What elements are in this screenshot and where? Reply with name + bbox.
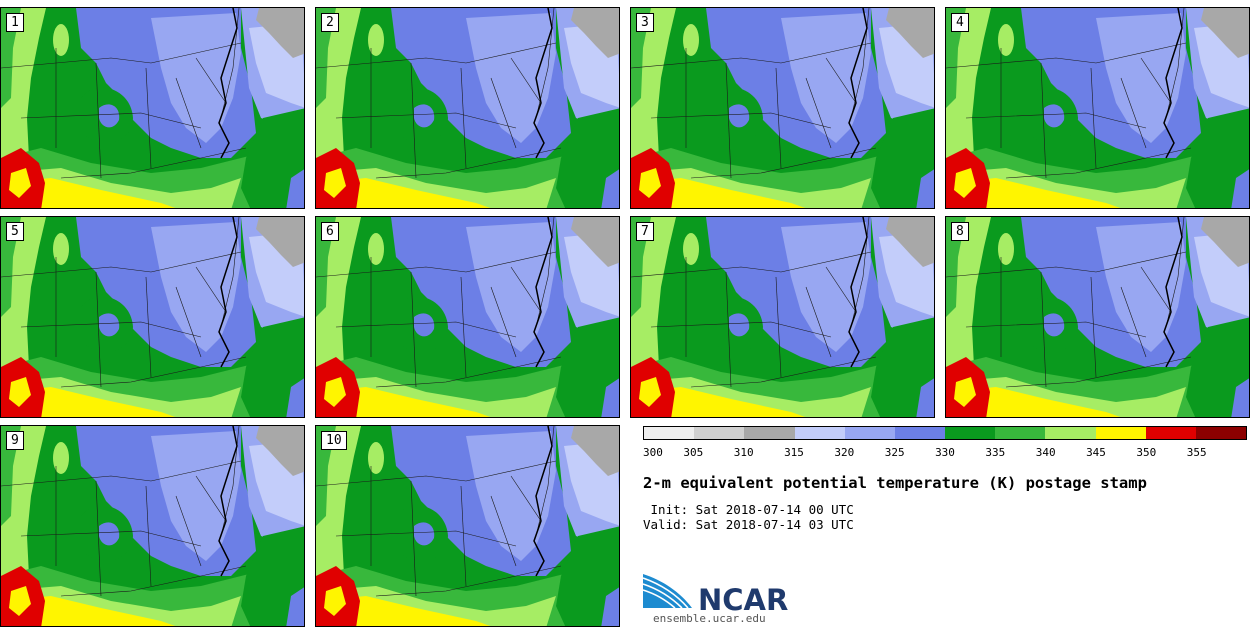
map-panel-7: 7 (630, 216, 935, 418)
map-panel-10: 10 (315, 425, 620, 627)
map-panel-8: 8 (945, 216, 1250, 418)
panel-label: 6 (321, 222, 339, 241)
map-panel-6: 6 (315, 216, 620, 418)
map-field (316, 8, 619, 208)
map-field (316, 217, 619, 417)
colorbar-segment (1145, 427, 1196, 439)
colorbar-segment (744, 427, 795, 439)
colorbar-tick-label: 330 (935, 446, 955, 459)
panel-label: 9 (6, 431, 24, 450)
panel-label: 1 (6, 13, 24, 32)
panel-label: 5 (6, 222, 24, 241)
colorbar-segment (1045, 427, 1096, 439)
map-field (1, 426, 304, 626)
panel-label: 8 (951, 222, 969, 241)
colorbar-tick-label: 340 (1035, 446, 1056, 459)
valid-time: Valid: Sat 2018-07-14 03 UTC (643, 517, 854, 532)
colorbar-segment (945, 427, 996, 439)
map-field (946, 217, 1249, 417)
colorbar-segment (1095, 427, 1146, 439)
map-field (631, 8, 934, 208)
panel-label: 10 (321, 431, 347, 450)
map-field (946, 8, 1249, 208)
panel-label: 4 (951, 13, 969, 32)
colorbar-tick-label: 320 (834, 446, 855, 459)
colorbar-segment (694, 427, 745, 439)
colorbar-segment (644, 427, 695, 439)
colorbar-tick-label: 350 (1136, 446, 1157, 459)
plot-title: 2-m equivalent potential temperature (K)… (643, 474, 1147, 492)
colorbar-tick-label: 325 (884, 446, 905, 459)
panel-label: 7 (636, 222, 654, 241)
colorbar-tick-label: 335 (985, 446, 1006, 459)
map-panel-9: 9 (0, 425, 305, 627)
colorbar-segment (995, 427, 1046, 439)
map-panel-4: 4 (945, 7, 1250, 209)
panel-label: 2 (321, 13, 339, 32)
colorbar-tick-label: 315 (784, 446, 804, 459)
colorbar-segment (844, 427, 895, 439)
map-panel-5: 5 (0, 216, 305, 418)
colorbar-tick-label: 305 (683, 446, 704, 459)
map-field (1, 217, 304, 417)
colorbar-segment (794, 427, 845, 439)
map-panel-1: 1 (0, 7, 305, 209)
colorbar-tick-label: 310 (733, 446, 754, 459)
map-field (1, 8, 304, 208)
map-field (631, 217, 934, 417)
map-panel-2: 2 (315, 7, 620, 209)
ncar-logo-text: NCAR (698, 583, 789, 617)
colorbar-tick-label: 345 (1086, 446, 1106, 459)
map-panel-3: 3 (630, 7, 935, 209)
colorbar-segment (894, 427, 946, 439)
colorbar-ticks: 300 305 310 315 320 325 330 335 340 345 350 355 (643, 446, 1247, 460)
ncar-logo-icon (642, 574, 692, 609)
colorbar-tick-label: 300 (643, 446, 663, 459)
colorbar-segment (1195, 427, 1247, 439)
colorbar-tick-label: 355 (1186, 446, 1207, 459)
map-field (316, 426, 619, 626)
init-time: Init: Sat 2018-07-14 00 UTC (643, 502, 854, 517)
panel-label: 3 (636, 13, 654, 32)
ensemble-url: ensemble.ucar.edu (653, 612, 766, 625)
colorbar (643, 426, 1247, 440)
